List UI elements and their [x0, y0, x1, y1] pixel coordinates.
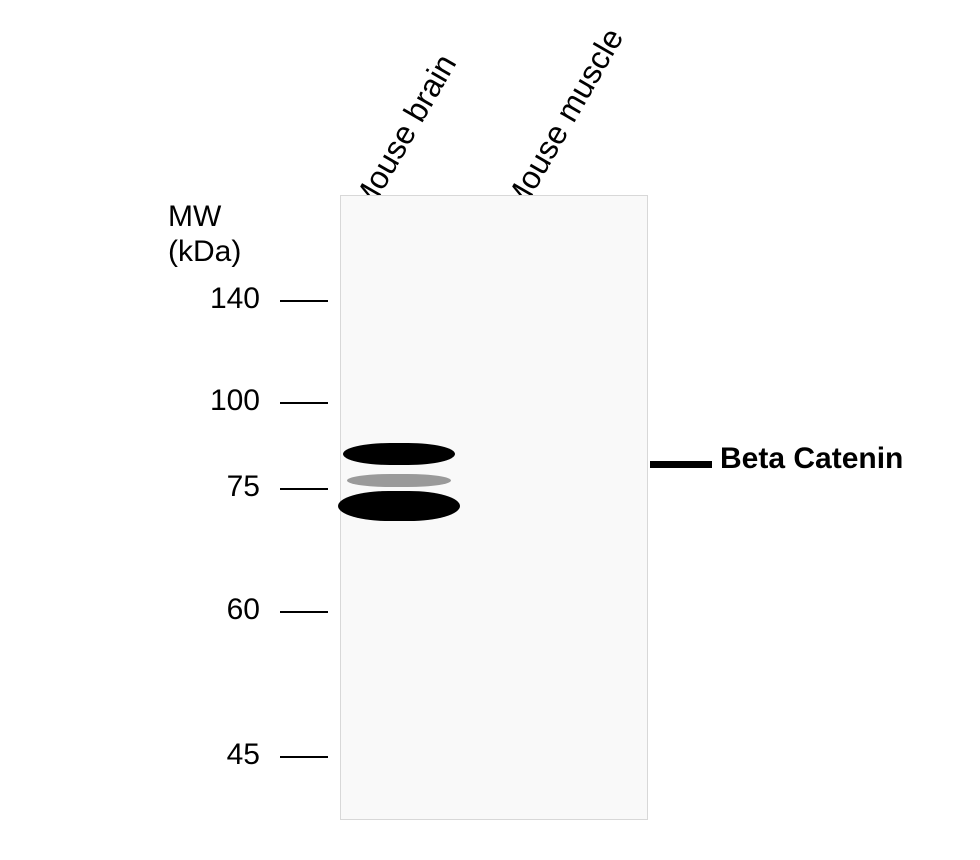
mw-tick-label: 140	[170, 282, 260, 316]
mw-header: MW (kDa)	[168, 200, 241, 269]
protein-band	[343, 443, 455, 465]
protein-band	[338, 491, 460, 521]
mw-tick-line	[280, 756, 328, 758]
band-label: Beta Catenin	[720, 442, 903, 476]
mw-tick-label: 100	[170, 384, 260, 418]
band-arrow	[650, 461, 712, 468]
mw-tick-label: 60	[170, 593, 260, 627]
mw-header-line2: (kDa)	[168, 235, 241, 270]
mw-tick-line	[280, 488, 328, 490]
mw-tick-line	[280, 611, 328, 613]
protein-band	[347, 474, 451, 487]
blot-membrane	[340, 195, 648, 820]
mw-tick-line	[280, 402, 328, 404]
mw-tick-label: 45	[170, 738, 260, 772]
mw-tick-line	[280, 300, 328, 302]
mw-header-line1: MW	[168, 200, 241, 235]
mw-tick-label: 75	[170, 470, 260, 504]
lane-label: Mouse brain	[344, 48, 464, 219]
lane-label: Mouse muscle	[496, 22, 631, 219]
figure: MW (kDa) 140 100 75 60 45 Mouse brain Mouse m…	[0, 0, 980, 860]
